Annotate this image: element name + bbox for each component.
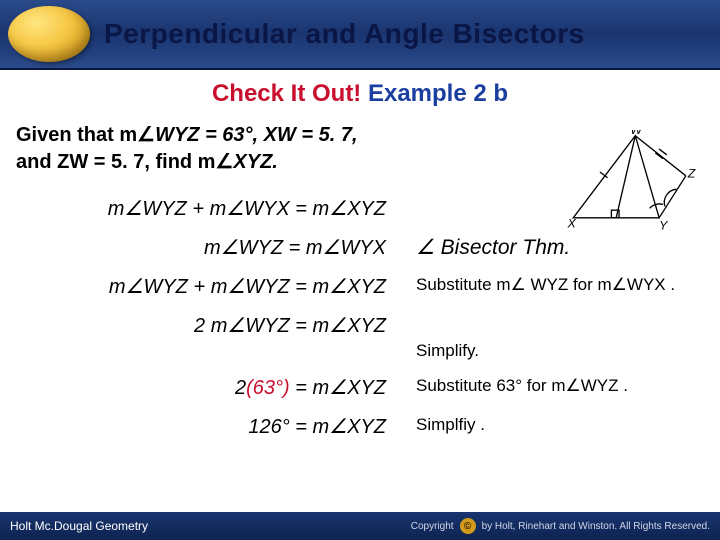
- header-bar: Perpendicular and Angle Bisectors: [0, 0, 720, 70]
- step-3-eqn: m∠WYZ + m∠WYZ = m∠XYZ: [16, 274, 386, 299]
- step-1-eqn: m∠WYZ + m∠WYX = m∠XYZ: [16, 196, 386, 221]
- footer-right-text: by Holt, Rinehart and Winston. All Right…: [482, 521, 710, 532]
- step-4-reason: Simplify.: [416, 340, 704, 361]
- diagram-label-W: W: [630, 130, 643, 137]
- step-2-reason: ∠ ∠ Bisector Thm.Bisector Thm.: [416, 235, 704, 260]
- diagram-label-Z: Z: [687, 167, 696, 181]
- copyright-word: Copyright: [411, 521, 454, 532]
- prompt-seg4: XYZ.: [233, 151, 277, 173]
- step-6-eqn: 126° = m∠XYZ: [16, 414, 386, 439]
- subtitle-red: Check It Out!: [212, 80, 361, 107]
- step-5-eqn: 2(63°) = m∠XYZ: [16, 375, 386, 400]
- diagram-label-Y: Y: [659, 218, 669, 232]
- diagram-label-X: X: [567, 216, 577, 230]
- footer-copyright: Copyright © by Holt, Rinehart and Winsto…: [411, 518, 710, 534]
- step-5-reason: Substitute 63° for m∠WYZ .: [416, 375, 704, 400]
- prompt-seg1: Given that m: [16, 124, 137, 146]
- footer-bar: Holt Mc.Dougal Geometry Copyright © by H…: [0, 512, 720, 540]
- step-3-reason: Substitute m∠ WYZ for m∠WYX .: [416, 274, 704, 338]
- step-4-eqn: 2 m∠WYZ = m∠XYZ: [16, 313, 386, 338]
- prompt-seg2: WYZ = 63°, XW = 5. 7,: [155, 124, 358, 146]
- triangle-diagram: W X Y Z: [563, 130, 698, 235]
- step-6-reason: Simplfiy .: [416, 414, 704, 439]
- subtitle-blue: Example 2 b: [361, 80, 508, 107]
- footer-left-text: Holt Mc.Dougal Geometry: [10, 519, 148, 533]
- problem-prompt: Given that m∠WYZ = 63°, XW = 5. 7, and Z…: [16, 122, 506, 176]
- step-2-eqn: m∠WYZ = m∠WYX: [16, 235, 386, 260]
- prompt-seg3: and ZW = 5. 7, find m: [16, 151, 215, 173]
- header-orb-icon: [8, 6, 90, 62]
- page-title: Perpendicular and Angle Bisectors: [104, 18, 585, 50]
- copyright-icon: ©: [460, 518, 476, 534]
- subtitle: Check It Out! Example 2 b: [0, 80, 720, 108]
